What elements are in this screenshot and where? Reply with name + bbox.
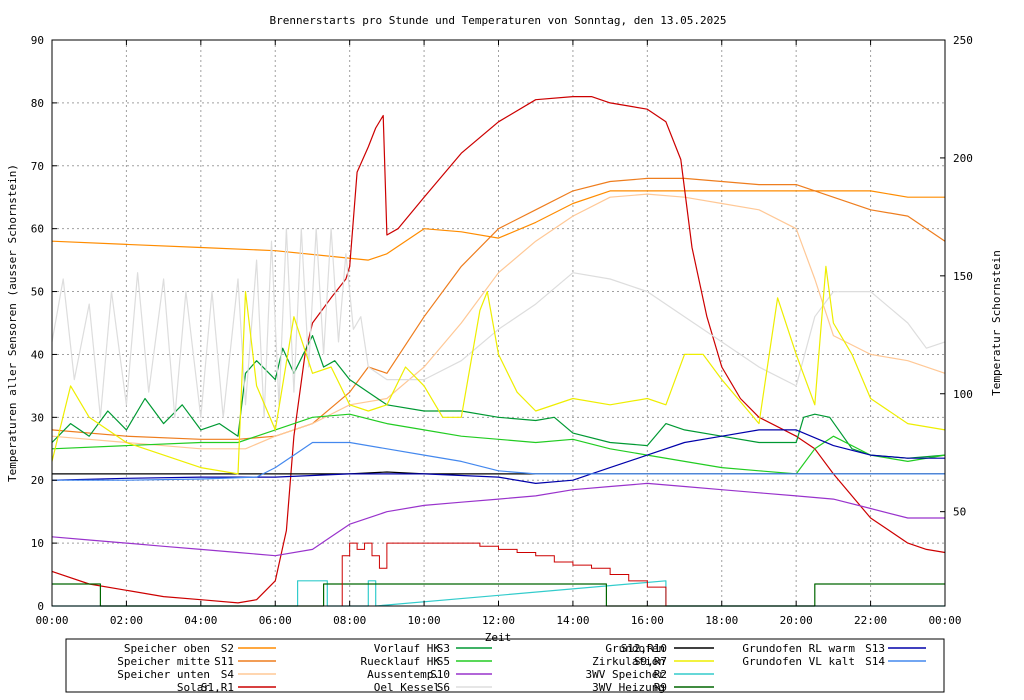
x-tick-label: 06:00 [259, 614, 292, 627]
legend-entry-name: Zirkulation [592, 655, 665, 668]
legend-entry-code: S14 [865, 655, 885, 668]
y2-tick-label: 50 [953, 506, 966, 519]
y-tick-label: 0 [37, 600, 44, 613]
x-tick-label: 22:00 [854, 614, 887, 627]
legend-box [65, 638, 945, 693]
y-tick-label: 50 [31, 286, 44, 299]
y2-tick-label: 150 [953, 270, 973, 283]
legend-entry-code: S5 [437, 655, 450, 668]
x-tick-label: 12:00 [482, 614, 515, 627]
legend-entry-code: S3 [437, 642, 450, 655]
y-tick-label: 30 [31, 411, 44, 424]
legend-entry-name: Grundofen RL warm [742, 642, 855, 655]
legend-entry-code: S13 [865, 642, 885, 655]
series-line-9 [51, 265, 946, 475]
legend-entry-name: Speicher oben [124, 642, 210, 655]
series-line-11 [52, 583, 945, 607]
x-tick-label: 02:00 [110, 614, 143, 627]
y-tick-label: 70 [31, 160, 44, 173]
legend-entry-code: S4 [221, 668, 235, 681]
legend: Speicher oben S2 Speicher mitte S11 Speicher… [117, 642, 926, 694]
x-tick-label: 00:00 [35, 614, 68, 627]
series-line-0 [51, 190, 945, 261]
series-layer [51, 95, 946, 607]
series-line-4 [51, 335, 946, 459]
legend-entry-name: Grundofen [605, 642, 665, 655]
grid [52, 40, 945, 606]
series-line-6 [51, 482, 945, 557]
x-tick-label: 18:00 [705, 614, 738, 627]
legend-entry-name: Speicher mitte [117, 655, 210, 668]
y2-tick-label: 100 [953, 388, 973, 401]
y-tick-label: 90 [31, 34, 44, 47]
legend-entry-code: R2 [654, 668, 667, 681]
series-line-12 [51, 429, 945, 484]
legend-entry-name: Solar [177, 681, 210, 694]
y-axis-label: Temperaturen aller Sensoren (ausser Scho… [6, 164, 19, 482]
y-tick-label: 40 [31, 348, 44, 361]
legend-entry-code: S11 [214, 655, 234, 668]
series-line-1 [51, 177, 946, 440]
series-line-13 [52, 441, 945, 481]
series-line-7 [51, 228, 946, 418]
x-axis-label: Zeit [485, 631, 512, 644]
y-tick-label: 60 [31, 223, 44, 236]
y-axis-ticks: 0 10 20 30 40 50 60 70 80 90 [31, 34, 57, 613]
x-tick-label: 08:00 [333, 614, 366, 627]
x-tick-label: 20:00 [780, 614, 813, 627]
legend-entry-code: S10 [430, 668, 450, 681]
x-tick-label: 14:00 [556, 614, 589, 627]
legend-entry-name: Vorlauf HK [374, 642, 441, 655]
legend-entry-name: Oel Kessel [374, 681, 440, 694]
legend-entry-name: Aussentemp. [367, 668, 440, 681]
burner-starts-bar-outline [341, 542, 667, 606]
y2-axis-ticks: 50 100 150 200 250 [940, 34, 973, 519]
legend-entry-name: Grundofen VL kalt [742, 655, 855, 668]
y-tick-label: 20 [31, 474, 44, 487]
legend-entry-code: S9,R7 [634, 655, 667, 668]
burner-starts-bars [341, 542, 667, 606]
legend-entry-code: S12,R10 [621, 642, 667, 655]
legend-entry-code: S6 [437, 681, 450, 694]
legend-entry-name: 3WV Speicher [586, 668, 666, 681]
chart-title: Brennerstarts pro Stunde und Temperature… [270, 14, 727, 27]
legend-entry-name: Ruecklauf HK [361, 655, 441, 668]
y2-axis-label: Temperatur Schornstein [990, 250, 1003, 396]
y-tick-label: 10 [31, 537, 44, 550]
legend-entry-code: R9 [654, 681, 667, 694]
series-line-5 [51, 413, 946, 475]
y2-tick-label: 200 [953, 152, 973, 165]
legend-entry-name: Speicher unten [117, 668, 210, 681]
x-tick-label: 04:00 [184, 614, 217, 627]
y-tick-label: 80 [31, 97, 44, 110]
legend-entry-name: 3WV Heizung [592, 681, 665, 694]
legend-entry-code: S1,R1 [201, 681, 234, 694]
x-tick-label: 00:00 [928, 614, 961, 627]
y2-tick-label: 250 [953, 34, 973, 47]
x-axis-ticks: 00:00 02:00 04:00 06:00 08:00 10:00 12:00 14:00… [35, 40, 962, 627]
series-line-2 [51, 193, 946, 450]
legend-entry-code: S2 [221, 642, 234, 655]
x-tick-label: 10:00 [408, 614, 441, 627]
x-tick-label: 16:00 [631, 614, 664, 627]
series-line-10 [52, 580, 945, 607]
